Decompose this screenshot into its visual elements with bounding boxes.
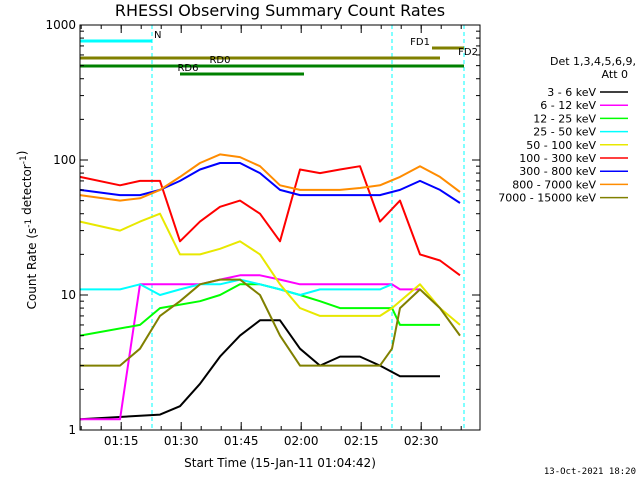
annotation-label-fd1: FD1 bbox=[410, 37, 430, 48]
series-line-6 bbox=[79, 165, 461, 277]
legend-label-6: 100 - 300 keV bbox=[519, 152, 596, 165]
x-tick-label: 01:30 bbox=[164, 434, 199, 448]
legend-label-7: 300 - 800 keV bbox=[519, 165, 596, 178]
legend-header-line-1: Det 1,3,4,5,6,9, bbox=[550, 55, 636, 68]
y-tick-label: 10 bbox=[61, 288, 76, 302]
series-line-2 bbox=[80, 274, 420, 421]
series-line-9 bbox=[80, 278, 461, 367]
annotation-label-fd2: FD2 bbox=[458, 47, 478, 58]
legend-header-line-2: Att 0 bbox=[602, 68, 628, 81]
legend-label-4: 25 - 50 keV bbox=[533, 126, 596, 139]
x-tick-label: 02:30 bbox=[404, 434, 439, 448]
x-tick-label: 02:00 bbox=[284, 434, 319, 448]
x-tick-label: 01:45 bbox=[224, 434, 259, 448]
legend-label-3: 12 - 25 keV bbox=[533, 112, 596, 125]
series-line-4 bbox=[80, 278, 393, 296]
series-line-1 bbox=[79, 319, 440, 421]
legend-label-5: 50 - 100 keV bbox=[526, 139, 596, 152]
legend-label-2: 6 - 12 keV bbox=[540, 99, 596, 112]
series-line-7 bbox=[79, 162, 461, 204]
series-line-5 bbox=[79, 212, 461, 326]
annotation-label-rd0: RD0 bbox=[209, 55, 230, 66]
y-tick-label: 100 bbox=[53, 153, 76, 167]
y-tick-label: 1 bbox=[68, 423, 76, 437]
annotation-label-n: N bbox=[154, 30, 161, 41]
x-tick-label: 01:15 bbox=[104, 434, 139, 448]
annotation-label-rd6: RD6 bbox=[177, 63, 198, 74]
chart-title: RHESSI Observing Summary Count Rates bbox=[115, 1, 445, 20]
axes-frame bbox=[79, 24, 481, 431]
x-tick-label: 02:15 bbox=[344, 434, 379, 448]
legend-label-8: 800 - 7000 keV bbox=[512, 178, 596, 191]
legend-label-1: 3 - 6 keV bbox=[547, 86, 596, 99]
series-line-8 bbox=[79, 153, 461, 202]
x-axis-label: Start Time (15-Jan-11 01:04:42) bbox=[184, 456, 376, 470]
legend-label-9: 7000 - 15000 keV bbox=[498, 192, 596, 205]
y-axis-label: Count Rate (s-1 detector-1) bbox=[15, 151, 39, 310]
plot-area: N FD1 FD2 RD0 RD6 1 10 100 1000 01:15 01:30 01:45 02… bbox=[45, 18, 481, 448]
y-tick-label: 1000 bbox=[45, 18, 76, 32]
footer-timestamp: 13-Oct-2021 18:20 bbox=[544, 467, 636, 477]
